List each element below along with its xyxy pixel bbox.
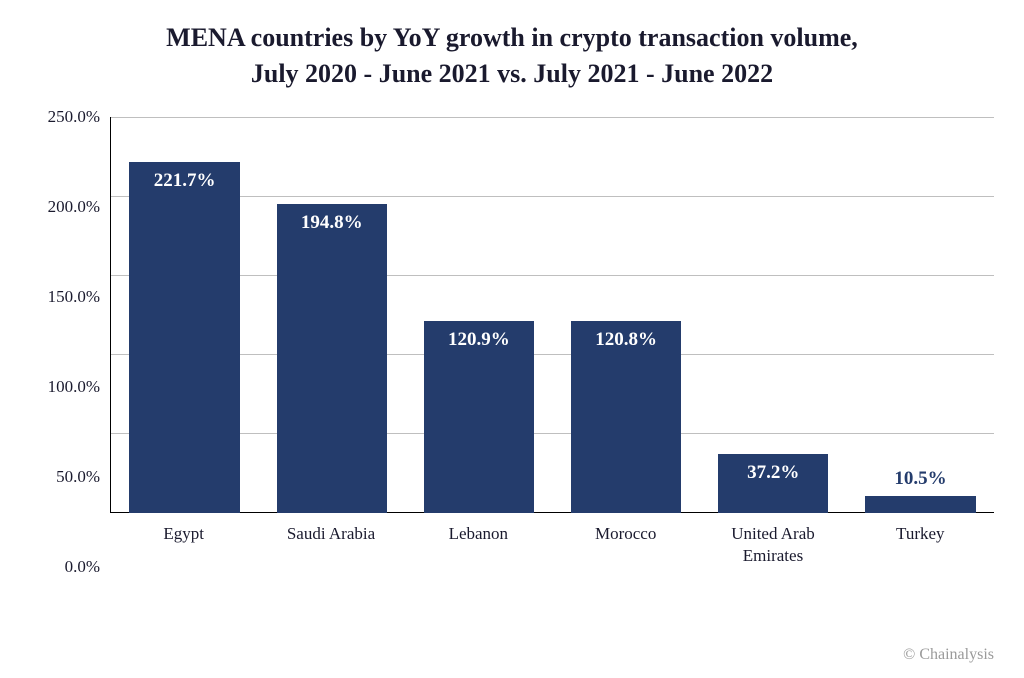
y-tick: 250.0%	[48, 108, 100, 125]
plot-column: 221.7% 194.8% 120.9% 120.8% 37.2% 10.5% Egypt…	[110, 117, 994, 567]
bars-layer: 221.7% 194.8% 120.9% 120.8% 37.2% 10.5%	[111, 117, 994, 513]
bar-slot: 37.2%	[700, 117, 847, 513]
chart-title-line2: July 2020 - June 2021 vs. July 2021 - Ju…	[30, 56, 994, 92]
plot-area: 221.7% 194.8% 120.9% 120.8% 37.2% 10.5%	[110, 117, 994, 513]
chart-title: MENA countries by YoY growth in crypto t…	[30, 20, 994, 93]
x-axis: EgyptSaudi ArabiaLebanonMoroccoUnited Ar…	[110, 523, 994, 567]
x-tick: Lebanon	[405, 523, 552, 567]
x-tick: Saudi Arabia	[257, 523, 404, 567]
y-axis: 250.0% 200.0% 150.0% 100.0% 50.0% 0.0%	[30, 108, 110, 575]
chart-title-line1: MENA countries by YoY growth in crypto t…	[30, 20, 994, 56]
plot-wrapper: 250.0%200.0%150.0%100.0%50.0%0.0% 221.7%…	[30, 117, 994, 567]
x-tick: United Arab Emirates	[699, 523, 846, 567]
y-tick: 200.0%	[48, 198, 100, 215]
bar: 120.8%	[571, 321, 681, 512]
x-tick: Turkey	[847, 523, 994, 567]
x-tick: Morocco	[552, 523, 699, 567]
bar: 10.5%	[865, 496, 975, 513]
y-tick: 50.0%	[56, 468, 100, 485]
bar-slot: 10.5%	[847, 117, 994, 513]
bar-value-label: 120.8%	[571, 329, 681, 351]
bar-value-label: 221.7%	[129, 170, 239, 192]
x-tick: Egypt	[110, 523, 257, 567]
bar-value-label: 37.2%	[718, 462, 828, 484]
bar: 120.9%	[424, 321, 534, 512]
y-tick: 0.0%	[65, 558, 100, 575]
bar: 221.7%	[129, 162, 239, 513]
bar-slot: 120.8%	[553, 117, 700, 513]
y-tick: 150.0%	[48, 288, 100, 305]
bar-value-label: 10.5%	[865, 468, 975, 490]
bar-slot: 120.9%	[405, 117, 552, 513]
bar-value-label: 120.9%	[424, 329, 534, 351]
bar-slot: 194.8%	[258, 117, 405, 513]
bar: 194.8%	[277, 204, 387, 512]
bar: 37.2%	[718, 454, 828, 513]
attribution: © Chainalysis	[903, 646, 994, 664]
chart-container: MENA countries by YoY growth in crypto t…	[0, 0, 1024, 678]
bar-slot: 221.7%	[111, 117, 258, 513]
bar-value-label: 194.8%	[277, 212, 387, 234]
y-tick: 100.0%	[48, 378, 100, 395]
